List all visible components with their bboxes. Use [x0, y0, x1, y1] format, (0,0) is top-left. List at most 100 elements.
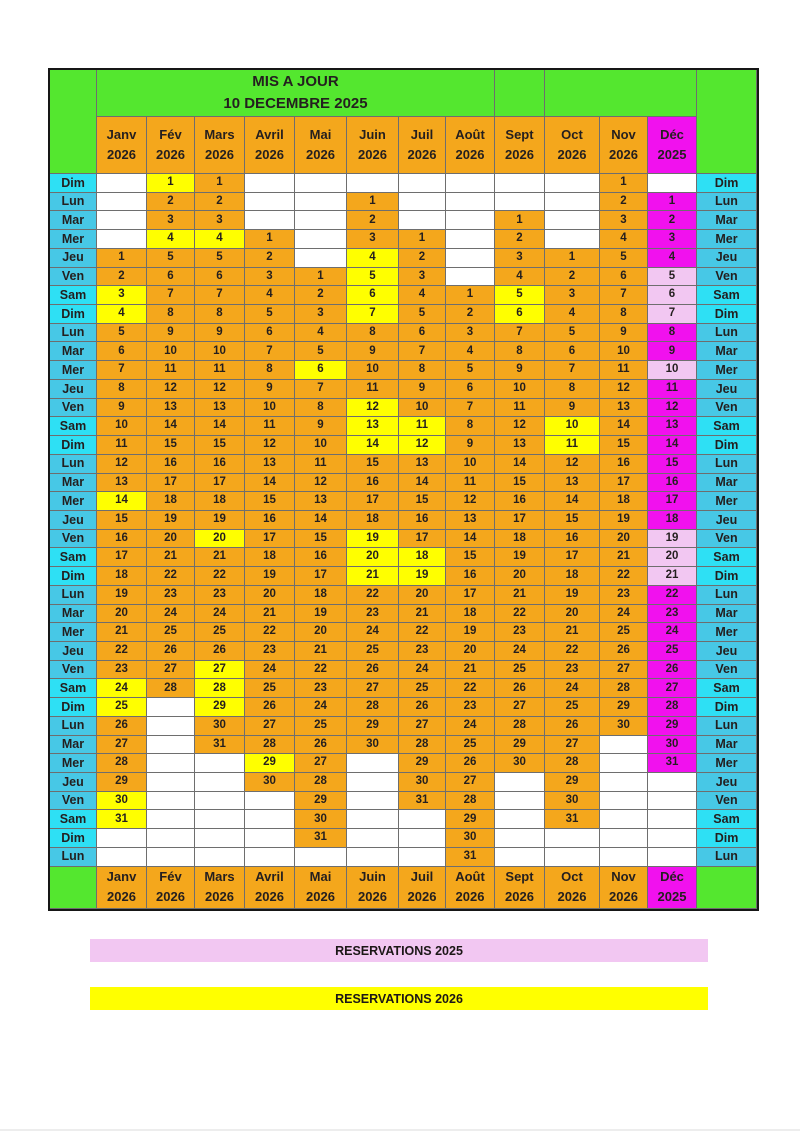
day-cell: 6 — [495, 305, 545, 324]
day-cell: 3 — [195, 211, 245, 231]
day-cell — [446, 248, 495, 268]
day-name-cell-right: Mer — [697, 230, 757, 249]
day-cell: 17 — [399, 529, 446, 549]
day-cell: 4 — [245, 286, 295, 306]
day-cell: 9 — [97, 398, 147, 418]
month-name: Août — [455, 868, 485, 884]
day-cell: 8 — [545, 379, 600, 399]
month-header-bottom-cell: Janv 2026 — [97, 866, 147, 909]
day-cell: 5 — [495, 286, 545, 306]
day-cell: 25 — [399, 679, 446, 699]
day-name-cell-left: Ven — [50, 791, 97, 811]
day-name-cell-right: Mar — [697, 735, 757, 755]
month-header-top-cell: Sept 2026 — [495, 117, 545, 174]
day-cell: 26 — [600, 641, 648, 661]
day-cell: 10 — [245, 398, 295, 418]
day-cell: 6 — [347, 286, 399, 306]
day-name-cell-left: Dim — [50, 305, 97, 324]
day-cell: 25 — [97, 698, 147, 717]
day-cell: 17 — [97, 548, 147, 568]
month-year: 2025 — [657, 147, 687, 162]
day-cell: 30 — [295, 810, 347, 830]
day-cell: 31 — [295, 829, 347, 848]
month-year: 2026 — [455, 147, 485, 162]
day-cell: 7 — [495, 323, 545, 343]
day-cell: 16 — [195, 454, 245, 474]
legend-2025-label: RESERVATIONS 2025 — [335, 943, 463, 958]
day-cell: 18 — [446, 604, 495, 624]
day-cell: 21 — [195, 548, 245, 568]
day-name-cell-left: Mar — [50, 211, 97, 231]
month-year: 2026 — [255, 889, 284, 905]
day-cell — [97, 847, 147, 867]
day-cell: 22 — [195, 567, 245, 586]
day-cell: 5 — [446, 361, 495, 380]
day-cell: 1 — [600, 174, 648, 193]
day-name-cell-left: Mer — [50, 623, 97, 642]
day-cell: 10 — [399, 398, 446, 418]
day-name-cell-left: Sam — [50, 417, 97, 437]
day-cell: 22 — [245, 623, 295, 642]
month-name: Août — [455, 126, 485, 142]
day-cell: 23 — [495, 623, 545, 642]
day-cell: 25 — [195, 623, 245, 642]
month-year: 2026 — [205, 147, 234, 162]
month-year: 2026 — [358, 889, 387, 905]
day-cell: 26 — [245, 698, 295, 717]
month-header-top-cell: Janv 2026 — [97, 117, 147, 174]
day-cell: 19 — [347, 529, 399, 549]
day-cell: 4 — [399, 286, 446, 306]
day-cell: 15 — [195, 436, 245, 455]
day-name-cell-left: Dim — [50, 174, 97, 193]
day-cell: 16 — [147, 454, 195, 474]
day-cell — [147, 847, 195, 867]
day-name-cell-right: Dim — [697, 174, 757, 193]
update-title-line2: 10 DECEMBRE 2025 — [223, 95, 368, 112]
day-cell: 4 — [347, 248, 399, 268]
month-name: Juil — [410, 126, 434, 142]
day-cell: 16 — [495, 492, 545, 511]
day-cell: 18 — [495, 529, 545, 549]
day-cell: 11 — [600, 361, 648, 380]
day-cell: 31 — [446, 847, 495, 867]
day-cell: 24 — [347, 623, 399, 642]
day-name-cell-right: Jeu — [697, 510, 757, 530]
day-cell: 11 — [195, 361, 245, 380]
month-header-top-cell: Août 2026 — [446, 117, 495, 174]
day-cell — [347, 754, 399, 773]
day-cell — [446, 192, 495, 212]
day-cell — [399, 847, 446, 867]
day-cell — [195, 791, 245, 811]
day-cell: 21 — [245, 604, 295, 624]
day-name-cell-left: Jeu — [50, 773, 97, 792]
day-cell: 2 — [195, 192, 245, 212]
day-cell: 5 — [245, 305, 295, 324]
day-name-cell-left: Mer — [50, 492, 97, 511]
day-cell — [195, 754, 245, 773]
day-cell: 5 — [295, 342, 347, 362]
month-header-top-cell: Juin 2026 — [347, 117, 399, 174]
month-name: Déc — [660, 126, 684, 142]
day-cell: 21 — [648, 567, 697, 586]
day-name-cell-left: Mer — [50, 230, 97, 249]
day-cell: 10 — [446, 454, 495, 474]
day-cell: 6 — [648, 286, 697, 306]
day-cell: 9 — [245, 379, 295, 399]
day-name-cell-right: Mar — [697, 342, 757, 362]
day-cell: 31 — [399, 791, 446, 811]
day-name-cell-left: Lun — [50, 585, 97, 605]
day-cell: 13 — [648, 417, 697, 437]
day-cell: 24 — [245, 660, 295, 680]
month-year: 2026 — [609, 147, 638, 162]
day-cell: 20 — [495, 567, 545, 586]
day-cell: 13 — [495, 436, 545, 455]
day-cell: 19 — [446, 623, 495, 642]
day-cell: 8 — [245, 361, 295, 380]
day-cell: 20 — [147, 529, 195, 549]
day-cell: 15 — [495, 473, 545, 493]
day-cell — [295, 847, 347, 867]
day-cell: 15 — [97, 510, 147, 530]
month-year: 2026 — [205, 889, 234, 905]
day-cell: 12 — [347, 398, 399, 418]
day-cell: 3 — [648, 230, 697, 249]
